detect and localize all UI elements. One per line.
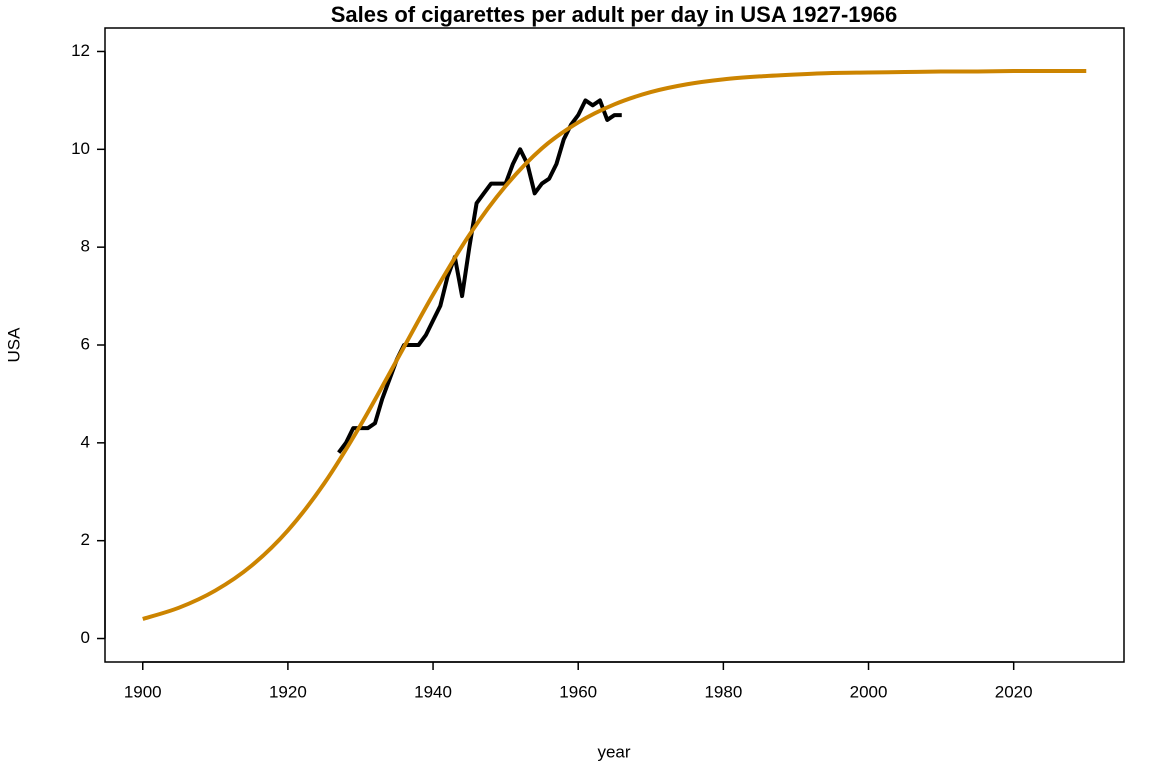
x-tick-label: 1980 [704,682,742,701]
x-tick-label: 2000 [850,682,888,701]
x-tick-label: 1900 [124,682,162,701]
y-tick-label: 6 [81,334,90,353]
y-tick-label: 8 [81,237,90,256]
fitted-curve [142,69,1087,621]
data-line [337,98,622,454]
x-tick-label: 1920 [269,682,307,701]
y-tick-label: 0 [81,628,90,647]
y-tick-label: 4 [81,432,90,451]
y-tick-label: 12 [71,41,90,60]
y-axis-label: USA [4,327,23,363]
x-tick-label: 1960 [559,682,597,701]
y-tick-label: 2 [81,530,90,549]
chart-title: Sales of cigarettes per adult per day in… [331,2,898,27]
x-tick-label: 1940 [414,682,452,701]
y-tick-label: 10 [71,139,90,158]
x-tick-label: 2020 [995,682,1033,701]
x-axis-label: year [597,742,630,761]
